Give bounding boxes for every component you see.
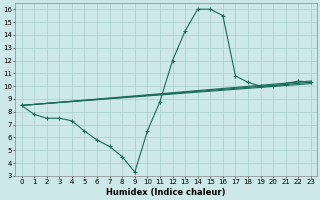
X-axis label: Humidex (Indice chaleur): Humidex (Indice chaleur): [107, 188, 226, 197]
